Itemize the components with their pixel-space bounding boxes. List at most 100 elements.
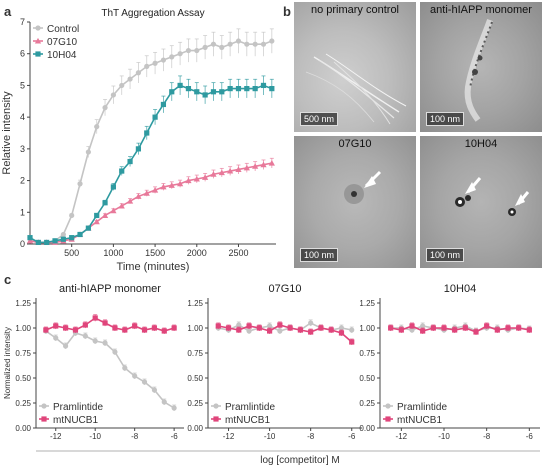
data-point — [102, 340, 108, 346]
data-point — [52, 238, 58, 244]
data-point — [441, 325, 447, 331]
legend: Control 07G10 10H04 — [33, 24, 79, 61]
y-tick-label: 0.25 — [187, 399, 203, 408]
data-point — [85, 149, 91, 155]
legend-marker — [41, 403, 47, 409]
scale-bar: 500 nm — [300, 112, 339, 126]
data-point — [101, 212, 109, 218]
data-point — [210, 171, 217, 177]
data-point — [144, 130, 150, 136]
data-point — [161, 399, 167, 405]
data-point — [484, 323, 490, 329]
chart-title: anti-hIAPP monomer — [59, 283, 161, 295]
panel-label-b: b — [283, 4, 291, 19]
data-point — [122, 327, 128, 333]
data-point — [246, 323, 252, 329]
micrograph-anti-hiapp-monomer: anti-hIAPP monomer 100 nm — [420, 2, 542, 132]
data-point — [185, 86, 192, 92]
series-line — [45, 330, 175, 409]
data-point — [252, 163, 259, 169]
data-point — [227, 86, 233, 92]
series-mtnucb1 — [388, 322, 532, 335]
data-point — [277, 328, 283, 334]
x-tick-label: -6 — [526, 432, 534, 441]
competition-chart-anti-hiapp: 0.00 0.25 0.50 0.75 1.00 1.25 -12 -10 -8 -6 anti-h… — [3, 283, 184, 441]
x-tick-label: -12 — [50, 432, 62, 441]
data-point — [44, 239, 50, 246]
data-point — [60, 231, 66, 238]
shared-x-label: log [competitor] M — [260, 455, 339, 466]
series-mtnucb1 — [215, 321, 355, 345]
y-axis-label: Relative intensity — [1, 91, 13, 175]
panel-label-c: c — [4, 272, 12, 287]
data-point — [118, 202, 125, 209]
data-point — [225, 325, 232, 331]
data-point — [227, 167, 234, 174]
data-point — [244, 86, 250, 92]
competition-chart-10h04: 0.00 0.25 0.50 0.75 1.00 1.25 -12 -10 -8 -6 10H04 P… — [359, 283, 540, 441]
data-point — [176, 180, 184, 187]
tht-aggregation-chart: 0 1 2 3 4 5 6 7 500 1000 1500 2000 2500 ThT Aggregati… — [1, 8, 276, 273]
data-point — [94, 124, 100, 130]
data-point — [219, 89, 225, 95]
data-point — [72, 327, 79, 333]
y-tick-label: 4 — [20, 112, 25, 122]
data-point — [308, 329, 314, 335]
data-point — [420, 323, 426, 329]
data-point — [110, 207, 117, 214]
stained-particles — [455, 177, 530, 216]
y-tick-label: 0.50 — [359, 374, 375, 383]
data-point — [169, 54, 175, 60]
y-tick-label: 2 — [20, 176, 25, 186]
series-10h04 — [27, 75, 275, 246]
data-point — [409, 323, 415, 329]
data-point — [132, 323, 138, 329]
data-point — [244, 41, 250, 47]
data-point — [119, 82, 125, 89]
data-point — [127, 76, 133, 82]
data-point — [63, 343, 69, 349]
y-tick-label: 1 — [20, 207, 25, 217]
data-point — [349, 339, 355, 345]
x-tick-label: 1000 — [103, 248, 123, 258]
data-point — [152, 60, 158, 66]
data-point — [135, 70, 142, 76]
data-point — [219, 44, 225, 50]
legend-label: Control — [47, 24, 79, 35]
y-tick-label: 0.50 — [15, 374, 31, 383]
legend-marker — [34, 37, 42, 44]
y-tick-label: 1.00 — [359, 324, 375, 333]
chart-title: 10H04 — [444, 283, 476, 295]
data-point — [152, 114, 158, 120]
data-point — [144, 63, 150, 69]
data-point — [252, 86, 258, 92]
data-point — [194, 47, 200, 54]
data-point — [420, 328, 426, 334]
data-point — [160, 101, 167, 108]
data-point — [388, 325, 394, 331]
series-line — [29, 84, 273, 244]
data-point — [473, 329, 479, 335]
data-point — [169, 89, 175, 95]
chart-title: ThT Aggregation Assay — [101, 8, 204, 19]
x-tick-label: -6 — [171, 432, 179, 441]
data-point — [161, 328, 167, 334]
legend: Pramlintide mtNUCB1 — [211, 402, 275, 426]
x-tick-label: -10 — [264, 432, 276, 441]
data-point — [338, 325, 345, 331]
x-tick-label: -8 — [131, 432, 139, 441]
fibril-strands — [305, 53, 407, 125]
data-point — [77, 181, 83, 187]
legend-marker — [385, 416, 391, 422]
x-tick-label: -8 — [307, 432, 315, 441]
data-point — [63, 325, 69, 331]
y-tick-label: 3 — [20, 144, 25, 154]
data-point — [185, 47, 192, 54]
data-point — [53, 335, 59, 341]
x-tick-label: 1500 — [145, 248, 165, 258]
x-axis-label: Time (minutes) — [117, 261, 190, 273]
data-point — [171, 325, 177, 331]
data-point — [112, 325, 118, 331]
y-tick-label: 0.75 — [187, 349, 203, 358]
legend: Pramlintide mtNUCB1 — [39, 402, 103, 426]
